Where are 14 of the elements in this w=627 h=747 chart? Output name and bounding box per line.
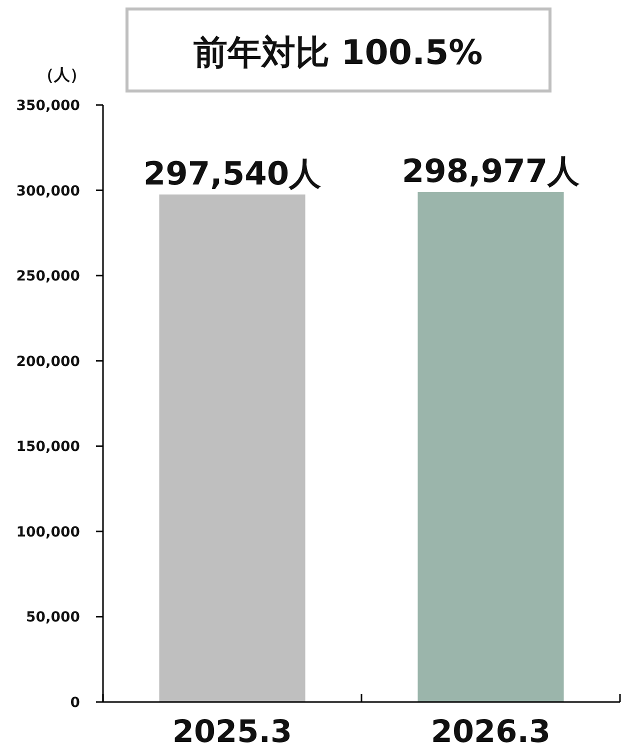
y-axis-title: （人） — [38, 65, 86, 84]
y-tick-label: 300,000 — [16, 183, 80, 200]
data-label: 298,977人 — [402, 152, 581, 190]
x-tick-label: 2026.3 — [430, 714, 551, 747]
chart-title: 前年対比 100.5% — [193, 33, 483, 73]
y-tick-label: 100,000 — [16, 524, 80, 540]
data-label: 297,540人 — [143, 154, 322, 192]
x-tick-label: 2025.3 — [172, 714, 292, 747]
y-tick-label: 0 — [70, 695, 80, 711]
y-tick-label: 50,000 — [26, 610, 80, 626]
y-tick-label: 350,000 — [16, 98, 80, 114]
y-tick-label: 150,000 — [16, 439, 80, 456]
y-tick-label: 200,000 — [16, 354, 80, 370]
y-tick-label: 250,000 — [16, 268, 80, 285]
